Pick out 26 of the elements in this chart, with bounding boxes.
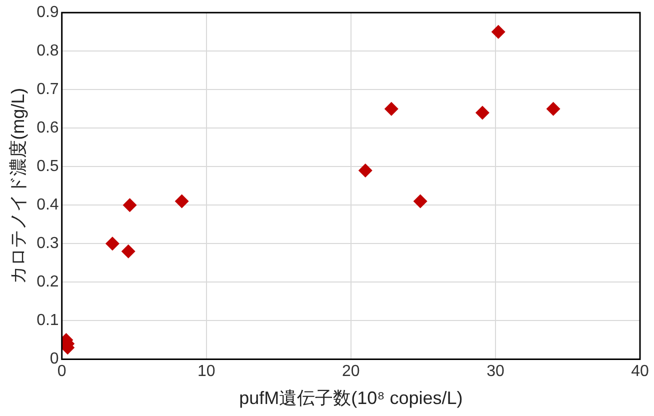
- y-tick-label: 0.7: [36, 81, 59, 98]
- point: [121, 244, 136, 258]
- x-tick-label: 10: [197, 363, 216, 380]
- x-axis-title: pufM遺伝子数(10⁸ copies/L): [239, 388, 463, 408]
- y-tick-label: 0.3: [36, 235, 59, 252]
- x-tick-label: 20: [342, 363, 360, 380]
- x-tick-label: 30: [486, 363, 504, 380]
- point: [358, 163, 372, 178]
- y-tick-label: 0.5: [36, 158, 59, 176]
- y-tick-label: 0.9: [36, 4, 59, 22]
- y-tick-label: 0.4: [36, 196, 59, 214]
- point: [105, 236, 120, 251]
- point: [413, 194, 428, 208]
- y-axis-title: カロテノイド濃度(mg/L): [8, 88, 28, 284]
- point: [546, 102, 560, 116]
- point: [475, 106, 490, 120]
- y-tick-label: 0.8: [36, 42, 59, 60]
- point: [384, 102, 398, 116]
- point: [491, 24, 506, 39]
- y-tick-label: 0.1: [36, 312, 59, 330]
- point: [122, 198, 137, 212]
- x-tick-label: 40: [631, 363, 649, 380]
- point: [174, 194, 189, 208]
- y-tick-label: 0: [50, 350, 59, 368]
- y-tick-label: 0.6: [36, 120, 59, 137]
- y-tick-label: 0.2: [36, 274, 59, 291]
